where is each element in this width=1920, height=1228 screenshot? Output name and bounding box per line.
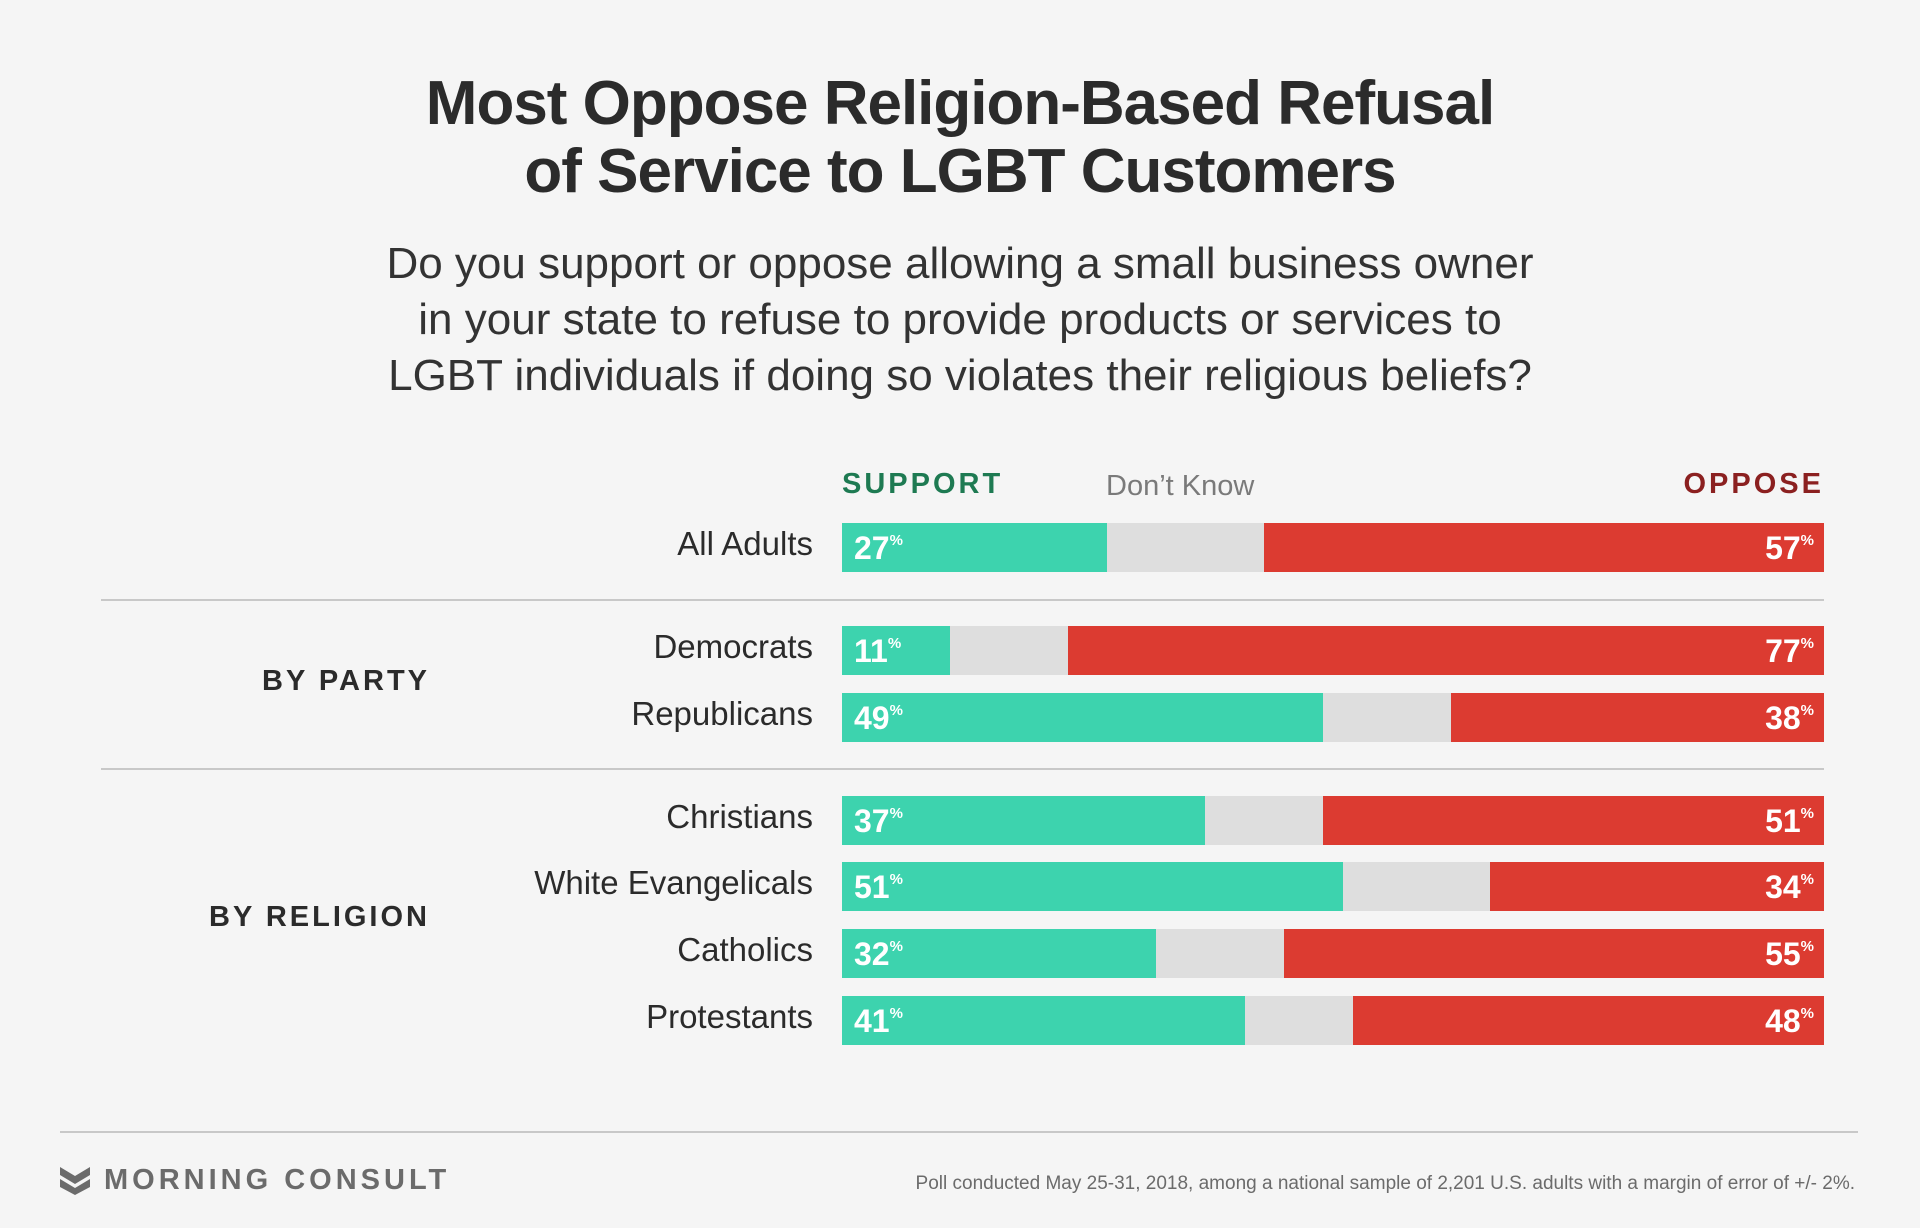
value-label-support-republicans: 49% (854, 700, 903, 736)
chart-title-line-1: Most Oppose Religion-Based Refusal (425, 69, 1495, 138)
value-label-support-democrats: 11% (854, 633, 902, 669)
row-label-catholics: Catholics (677, 931, 813, 968)
bar-dont-know-christians: 37% 51% (842, 796, 1824, 845)
divider-religion (101, 768, 1824, 770)
bar-support-republicans (842, 693, 1324, 742)
value-label-support-catholics: 32% (854, 936, 903, 972)
bar-oppose-white-evangelicals (1490, 862, 1824, 911)
subtitle-line-2: in your state to refuse to provide produ… (418, 295, 1502, 344)
bar-support-white-evangelicals (842, 862, 1343, 911)
value-label-support-christians: 37% (854, 803, 903, 839)
bar-oppose-catholics (1283, 929, 1824, 978)
value-label-oppose-all-adults: 57% (1765, 530, 1814, 566)
value-label-oppose-white-evangelicals: 34% (1765, 869, 1814, 905)
value-label-oppose-republicans: 38% (1765, 700, 1814, 736)
bar-support-catholics (842, 929, 1157, 978)
chart-title: Most Oppose Religion-Based Refusal of Se… (0, 70, 1920, 206)
value-label-oppose-protestants: 48% (1765, 1003, 1814, 1039)
value-label-oppose-democrats: 77% (1765, 633, 1814, 669)
footnote: Poll conducted May 25-31, 2018, among a … (915, 1173, 1855, 1194)
bar-support-protestants (842, 996, 1245, 1045)
row-label-republicans: Republicans (631, 695, 813, 732)
value-label-support-all-adults: 27% (854, 530, 903, 566)
bar-dont-know-catholics: 32% 55% (842, 929, 1824, 978)
row-label-protestants: Protestants (646, 998, 813, 1035)
bar-support-christians (842, 796, 1206, 845)
bar-oppose-protestants (1352, 996, 1824, 1045)
footer-divider (60, 1131, 1858, 1133)
subtitle-line-1: Do you support or oppose allowing a smal… (386, 239, 1534, 288)
row-label-democrats: Democrats (653, 628, 813, 665)
bar-dont-know-white-evangelicals: 51% 34% (842, 862, 1824, 911)
bar-support-all-adults (842, 523, 1108, 572)
bar-oppose-republicans (1450, 693, 1824, 742)
bar-dont-know-democrats: 11% 77% (842, 626, 1824, 675)
bar-dont-know-protestants: 41% 48% (842, 996, 1824, 1045)
divider-party (101, 599, 1824, 601)
bar-dont-know-all-adults: 27% 57% (842, 523, 1824, 572)
row-label-christians: Christians (666, 798, 813, 835)
legend-support: SUPPORT (842, 468, 1004, 500)
legend-dont-know: Don’t Know (1106, 470, 1255, 502)
chart-subtitle: Do you support or oppose allowing a smal… (0, 236, 1920, 404)
group-label-religion: BY RELIGION (209, 901, 430, 933)
brand-logo: MORNING CONSULT (60, 1164, 450, 1197)
value-label-oppose-christians: 51% (1765, 803, 1814, 839)
bar-oppose-all-adults (1264, 523, 1824, 572)
brand-name: MORNING CONSULT (104, 1164, 451, 1196)
value-label-support-white-evangelicals: 51% (854, 869, 903, 905)
morning-consult-logo-icon (60, 1166, 90, 1195)
value-label-support-protestants: 41% (854, 1003, 903, 1039)
chart-title-line-2: of Service to LGBT Customers (524, 137, 1396, 206)
bar-support-democrats (842, 626, 951, 675)
bar-dont-know-republicans: 49% 38% (842, 693, 1824, 742)
legend-oppose: OPPOSE (1683, 468, 1824, 500)
value-label-oppose-catholics: 55% (1765, 936, 1814, 972)
row-label-all-adults: All Adults (677, 525, 813, 562)
subtitle-line-3: LGBT individuals if doing so violates th… (388, 351, 1532, 400)
bar-oppose-democrats (1067, 626, 1824, 675)
row-label-white-evangelicals: White Evangelicals (534, 864, 813, 901)
bar-oppose-christians (1323, 796, 1824, 845)
group-label-party: BY PARTY (262, 665, 430, 697)
